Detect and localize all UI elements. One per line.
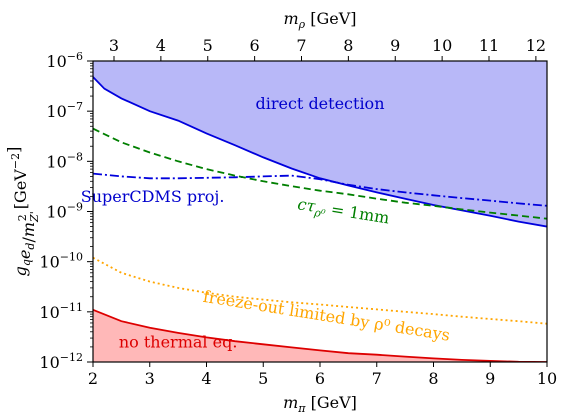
x-tick-label: 6 bbox=[315, 369, 325, 388]
freezeout-line bbox=[93, 256, 547, 325]
top-tick-label: 11 bbox=[479, 36, 499, 55]
x-tick-label: 4 bbox=[201, 369, 211, 388]
y-tick-label: 10−7 bbox=[46, 100, 83, 121]
top-tick-label: 12 bbox=[526, 36, 546, 55]
x-tick-label: 7 bbox=[372, 369, 382, 388]
y-tick-label: 10−12 bbox=[39, 351, 83, 372]
x-tick-label: 5 bbox=[258, 369, 268, 388]
x-tick-label: 10 bbox=[537, 369, 557, 388]
top-tick-label: 3 bbox=[109, 36, 119, 55]
supercdms-line bbox=[93, 172, 547, 207]
top-tick-label: 5 bbox=[203, 36, 213, 55]
supercdms_label: SuperCDMS proj. bbox=[81, 187, 225, 206]
x-tick-label: 2 bbox=[88, 369, 98, 388]
x-tick-label: 8 bbox=[428, 369, 438, 388]
region-fills bbox=[93, 61, 547, 362]
x-tick-label: 3 bbox=[145, 369, 155, 388]
y-tick-label: 10−11 bbox=[39, 301, 83, 322]
thermal_label: no thermal eq. bbox=[119, 332, 238, 351]
direct-line bbox=[93, 76, 547, 228]
ctau-line bbox=[93, 127, 547, 220]
thermal-line bbox=[93, 308, 547, 362]
y-axis-label: gqed/mZ'2 [GeV−2] bbox=[4, 147, 41, 277]
x-tick-label: 9 bbox=[485, 369, 495, 388]
direct_label: direct detection bbox=[255, 94, 384, 113]
thermal-region bbox=[93, 309, 547, 362]
freezeout_label: freeze-out limited by ρ⁰ decays bbox=[202, 287, 452, 345]
top-tick-label: 7 bbox=[296, 36, 306, 55]
direct-region bbox=[93, 61, 547, 227]
series-lines bbox=[93, 76, 547, 362]
y-tick-label: 10−9 bbox=[46, 201, 83, 222]
x-axis-label: mπ [GeV] bbox=[283, 393, 357, 413]
top-tick-label: 8 bbox=[343, 36, 353, 55]
y-tick-label: 10−10 bbox=[39, 251, 83, 272]
axis-ticks: 2 3 4 5 6 7 8 9 10 3 4 5 6 7 8 9 10 11 12 10−12 10−11 10−10 10… bbox=[39, 36, 557, 388]
y-tick-label: 10−6 bbox=[46, 50, 83, 71]
top-tick-label: 10 bbox=[432, 36, 452, 55]
y-tick-label: 10−8 bbox=[46, 150, 83, 171]
top-tick-label: 4 bbox=[156, 36, 166, 55]
top-tick-label: 9 bbox=[390, 36, 400, 55]
top-tick-label: 6 bbox=[250, 36, 260, 55]
ctau_label: cτρ⁰ = 1mm bbox=[296, 194, 391, 230]
top-axis-label: mρ [GeV] bbox=[283, 9, 356, 31]
